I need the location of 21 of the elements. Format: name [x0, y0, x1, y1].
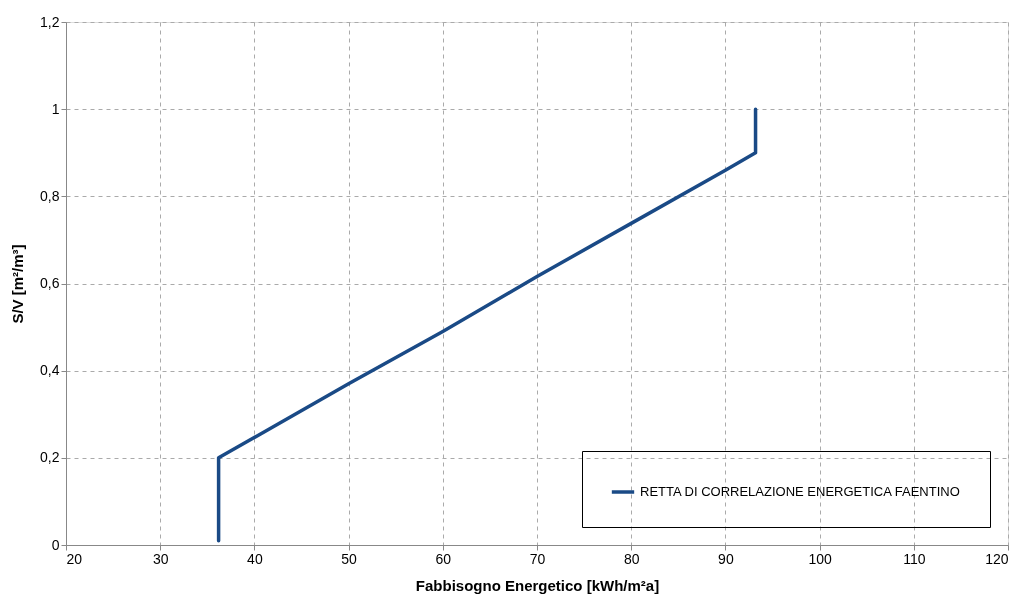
- x-axis-title: Fabbisogno Energetico [kWh/m²a]: [415, 576, 660, 594]
- x-tick-label: 70: [529, 550, 546, 567]
- y-tick-label: 0,6: [40, 275, 60, 291]
- x-tick-label: 40: [247, 550, 263, 567]
- x-tick-label: 20: [66, 550, 83, 567]
- y-tick-label: 1,2: [40, 13, 60, 30]
- x-tick-label: 100: [808, 550, 832, 567]
- x-tick-label: 30: [152, 550, 169, 567]
- y-tick-label: 0,2: [40, 449, 60, 466]
- y-tick-label: 1: [51, 100, 60, 117]
- x-tick-label: 90: [718, 550, 734, 567]
- x-tick-label: 60: [435, 550, 452, 567]
- x-tick-label: 110: [903, 550, 926, 567]
- y-tick-label: 0,8: [40, 187, 60, 204]
- x-tick-label: 80: [623, 550, 640, 567]
- y-tick-label: 0: [51, 536, 60, 553]
- x-tick-label: 120: [985, 550, 1009, 567]
- y-tick-label: 0,4: [40, 362, 60, 379]
- legend-label: RETTA DI CORRELAZIONE ENERGETICA FAENTINO: [640, 484, 960, 499]
- x-tick-label: 50: [341, 550, 358, 567]
- y-axis-title: S/V [m²/m³]: [9, 244, 27, 324]
